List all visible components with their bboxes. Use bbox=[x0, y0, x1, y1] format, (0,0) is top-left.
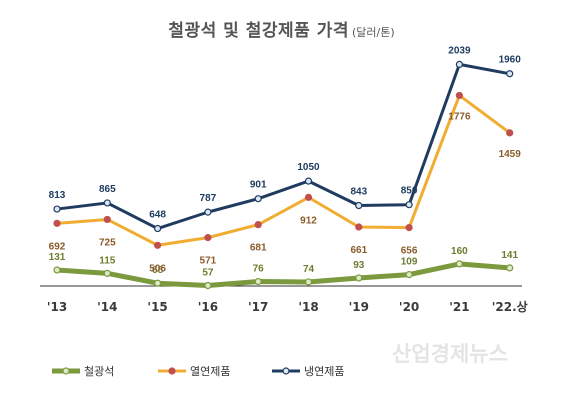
data-point bbox=[154, 279, 162, 287]
data-label: 813 bbox=[49, 190, 66, 201]
data-label: 506 bbox=[149, 263, 166, 274]
data-point bbox=[355, 223, 363, 231]
data-point bbox=[254, 195, 262, 203]
data-point bbox=[204, 208, 212, 216]
data-point bbox=[506, 129, 514, 137]
data-label: 865 bbox=[99, 184, 116, 195]
data-point bbox=[405, 271, 413, 279]
data-point bbox=[304, 193, 313, 201]
series-line bbox=[55, 62, 512, 231]
legend-label: 철광석 bbox=[84, 365, 114, 378]
data-label: 115 bbox=[99, 255, 116, 266]
x-tick-label: '15 bbox=[147, 300, 167, 314]
x-tick-label: '20 bbox=[399, 300, 419, 314]
data-label: 160 bbox=[451, 246, 468, 257]
data-point bbox=[405, 201, 413, 209]
data-point bbox=[455, 60, 463, 68]
data-label: 141 bbox=[501, 250, 518, 261]
x-tick-label: '13 bbox=[47, 300, 67, 314]
legend-swatch-marker bbox=[282, 367, 290, 375]
data-label: 912 bbox=[300, 215, 317, 226]
data-label: 648 bbox=[149, 210, 166, 221]
data-label: 901 bbox=[250, 180, 267, 191]
data-point bbox=[405, 223, 413, 232]
data-label: 656 bbox=[401, 246, 418, 257]
chart-title: 철광석 및 철강제품 가격 (달러/톤) bbox=[0, 16, 563, 41]
data-point bbox=[154, 241, 162, 249]
data-label: 76 bbox=[253, 264, 265, 275]
series-line bbox=[55, 93, 512, 247]
data-label: 1960 bbox=[499, 55, 522, 66]
legend-label: 열연제품 bbox=[190, 365, 230, 378]
x-tick-label: '16 bbox=[198, 300, 218, 314]
data-label: 57 bbox=[202, 268, 214, 279]
data-label: 725 bbox=[99, 237, 116, 248]
data-point bbox=[53, 266, 61, 274]
data-point bbox=[455, 91, 463, 100]
data-point bbox=[254, 277, 262, 286]
data-label: 661 bbox=[350, 245, 367, 256]
data-label: 692 bbox=[49, 241, 66, 252]
data-point bbox=[53, 205, 61, 213]
watermark-text: 산업경제뉴스 bbox=[392, 342, 508, 366]
x-tick-label: '17 bbox=[248, 300, 268, 314]
data-point bbox=[204, 234, 212, 242]
data-label: 681 bbox=[250, 243, 267, 254]
data-point bbox=[204, 281, 212, 290]
data-point bbox=[304, 177, 313, 185]
x-tick-label: '22.상 bbox=[492, 299, 528, 314]
data-label: 2039 bbox=[448, 45, 471, 56]
data-point bbox=[103, 199, 111, 207]
data-label: 68 bbox=[152, 265, 164, 276]
data-label: 93 bbox=[353, 260, 365, 271]
data-label: 1050 bbox=[297, 162, 320, 173]
x-tick-label: '21 bbox=[449, 300, 469, 314]
data-label: 1459 bbox=[499, 149, 522, 160]
legend-label: 냉연제품 bbox=[304, 365, 344, 378]
data-point bbox=[506, 264, 514, 272]
x-tick-label: '18 bbox=[298, 300, 318, 314]
data-point bbox=[355, 201, 363, 210]
series-line bbox=[54, 261, 513, 289]
x-tick-label: '14 bbox=[97, 300, 117, 314]
data-label: 109 bbox=[401, 257, 418, 268]
data-point bbox=[254, 221, 262, 229]
data-label: 571 bbox=[200, 256, 217, 267]
data-label: 74 bbox=[303, 264, 315, 275]
data-point bbox=[355, 274, 363, 282]
data-point bbox=[53, 219, 61, 227]
data-point bbox=[103, 215, 111, 224]
data-point bbox=[304, 278, 313, 286]
data-point bbox=[103, 269, 111, 277]
data-label: 131 bbox=[49, 252, 66, 263]
data-point bbox=[154, 224, 162, 233]
chart-title-main: 철광석 및 철강제품 가격 bbox=[168, 21, 349, 41]
data-label: 787 bbox=[200, 193, 217, 204]
chart-unit: (달러/톤) bbox=[352, 26, 395, 39]
data-label: 843 bbox=[350, 187, 367, 198]
x-tick-label: '19 bbox=[349, 300, 369, 314]
data-point bbox=[506, 70, 514, 78]
data-label: 850 bbox=[401, 186, 418, 197]
data-label: 1776 bbox=[448, 111, 471, 122]
legend-swatch-marker bbox=[62, 367, 70, 375]
data-point bbox=[455, 260, 463, 268]
legend-swatch-marker bbox=[168, 367, 176, 375]
